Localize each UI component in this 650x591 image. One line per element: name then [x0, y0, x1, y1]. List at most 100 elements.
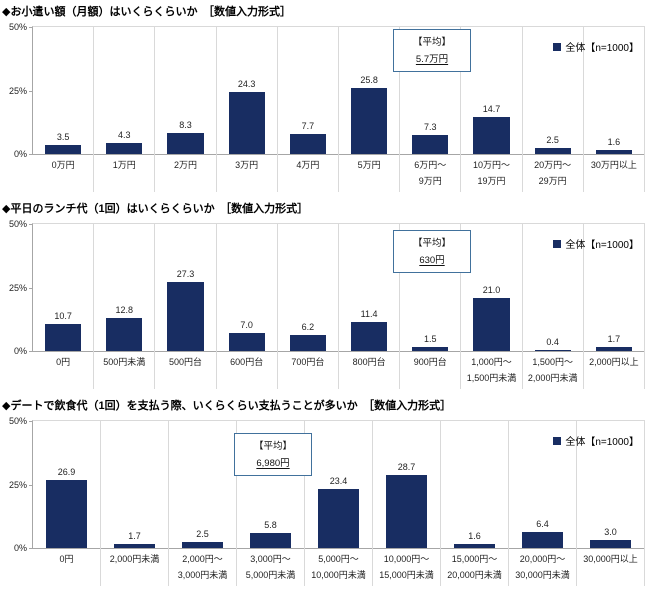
category-label: 900円台 [400, 351, 462, 389]
category-label: 10,000円～ 15,000円未満 [373, 548, 441, 586]
y-axis-label: 50% [8, 416, 27, 426]
category-label: 30万円以上 [584, 154, 645, 192]
bar [45, 324, 82, 351]
average-box: 【平均】 6,980円 [234, 433, 312, 477]
value-label: 1.6 [607, 137, 621, 147]
bar [454, 544, 495, 548]
category-label: 2,000円～ 3,000円未満 [169, 548, 237, 586]
category-label: 800円台 [339, 351, 401, 389]
value-label: 7.3 [424, 122, 437, 132]
value-label: 1.6 [468, 531, 481, 541]
value-label: 6.2 [301, 322, 315, 332]
legend-swatch-icon [553, 42, 562, 51]
bar [590, 540, 631, 548]
bar [182, 542, 223, 548]
bar [386, 475, 427, 548]
value-label: 1.7 [607, 334, 621, 344]
category-slot: 1.7 [584, 224, 645, 351]
legend: 全体【n=1000】 [553, 433, 639, 448]
legend-swatch-icon [553, 436, 562, 445]
bar [106, 143, 143, 154]
bar [106, 318, 143, 351]
y-axis-label: 0% [13, 149, 27, 159]
value-label: 12.8 [115, 305, 134, 315]
average-box: 【平均】 5.7万円 [393, 29, 471, 73]
category-label: 2,000円以上 [584, 351, 645, 389]
bar [228, 92, 265, 154]
value-label: 2.5 [546, 135, 559, 145]
value-label: 26.9 [57, 467, 76, 477]
category-label: 500円未満 [94, 351, 156, 389]
bar [250, 533, 291, 548]
plot-area: 50% 25% 0% 10.7 12.8 27.3 7.0 6.2 11.4 1.5 21.0 0.4… [9, 219, 645, 389]
category-label: 0円 [33, 351, 95, 389]
y-axis-tick [29, 351, 33, 352]
category-label: 5,000円～ 10,000円未満 [305, 548, 373, 586]
bar [595, 347, 632, 351]
category-slot: 2.5 [523, 27, 584, 154]
bar [114, 544, 155, 548]
chart-title: ◆お小遣い額（月額）はいくらくらいか ［数値入力形式］ [2, 6, 291, 18]
legend: 全体【n=1000】 [553, 39, 639, 54]
category-slot: 11.4 [339, 224, 401, 351]
legend-label: 全体【n=1000】 [565, 43, 639, 54]
category-slot: 27.3 [155, 224, 217, 351]
bar [46, 480, 87, 548]
bar [473, 298, 510, 351]
category-slot: 8.3 [155, 27, 217, 154]
category-slot: 28.7 [373, 421, 441, 548]
category-slot: 1.6 [441, 421, 509, 548]
category-label: 0万円 [33, 154, 95, 192]
x-axis-labels: 0円 500円未満 500円台 600円台 700円台 800円台 900円台 1,000円～… [33, 351, 645, 389]
category-label: 1,000円～ 1,500円未満 [461, 351, 523, 389]
y-axis-label: 50% [8, 22, 27, 32]
y-axis-label: 0% [13, 543, 27, 553]
average-value: 630円 [419, 255, 445, 267]
average-label: 【平均】 [253, 441, 292, 452]
category-slot: 10.7 [33, 224, 95, 351]
chart-title: ◆デートで飲食代（1回）を支払う際、いくらくらい支払うことが多いか ［数値入力形… [2, 400, 452, 412]
y-axis-label: 50% [8, 219, 27, 229]
plot-area: 50% 25% 0% 26.9 1.7 2.5 5.8 23.4 28.7 1.6 6.4 3.0 0円… [9, 416, 645, 586]
value-label: 21.0 [482, 285, 501, 295]
y-axis-label: 25% [8, 479, 27, 490]
category-slot: 7.0 [217, 224, 278, 351]
y-axis-tick [29, 287, 33, 289]
value-label: 1.7 [128, 531, 141, 541]
bar [412, 135, 449, 154]
value-label: 0.4 [546, 337, 559, 347]
bar [167, 282, 204, 351]
bar [534, 350, 571, 351]
chart-section-2: ◆平日のランチ代（1回）はいくらくらいか ［数値入力形式］ 50% 25% 0% 10.… [0, 197, 650, 394]
average-value: 5.7万円 [415, 54, 449, 66]
category-label: 500円台 [155, 351, 217, 389]
bar [289, 335, 326, 351]
bar [473, 117, 510, 154]
average-value: 6,980円 [256, 458, 290, 470]
y-axis-tick [29, 90, 33, 92]
x-axis-labels: 0万円 1万円 2万円 3万円 4万円 5万円 6万円～ 9万円 10万円～ 19万円 20万円… [33, 154, 645, 192]
y-axis-tick [29, 421, 33, 422]
bar [289, 134, 326, 154]
category-slot: 24.3 [217, 27, 278, 154]
value-label: 24.3 [237, 79, 256, 89]
value-label: 1.5 [424, 334, 437, 344]
chart-section-1: ◆お小遣い額（月額）はいくらくらいか ［数値入力形式］ 50% 25% 0% 3.5 4.… [0, 0, 650, 197]
category-label: 20,000円～ 30,000円未満 [509, 548, 577, 586]
plot-area: 50% 25% 0% 3.5 4.3 8.3 24.3 7.7 25.8 7.3 14.7 2.5 1.… [9, 22, 645, 192]
category-slot: 6.2 [278, 224, 339, 351]
value-label: 3.0 [604, 527, 617, 537]
category-slot: 5.8 [237, 421, 305, 548]
category-label: 3万円 [217, 154, 278, 192]
average-box: 【平均】 630円 [393, 230, 471, 274]
value-label: 7.0 [240, 320, 253, 330]
legend-swatch-icon [553, 239, 562, 248]
bar [412, 347, 449, 351]
average-label: 【平均】 [412, 238, 451, 249]
category-label: 600円台 [217, 351, 278, 389]
category-slot: 3.0 [577, 421, 645, 548]
category-slot: 1.6 [584, 27, 645, 154]
category-label: 15,000円～ 20,000円未満 [441, 548, 509, 586]
category-slot: 25.8 [339, 27, 401, 154]
